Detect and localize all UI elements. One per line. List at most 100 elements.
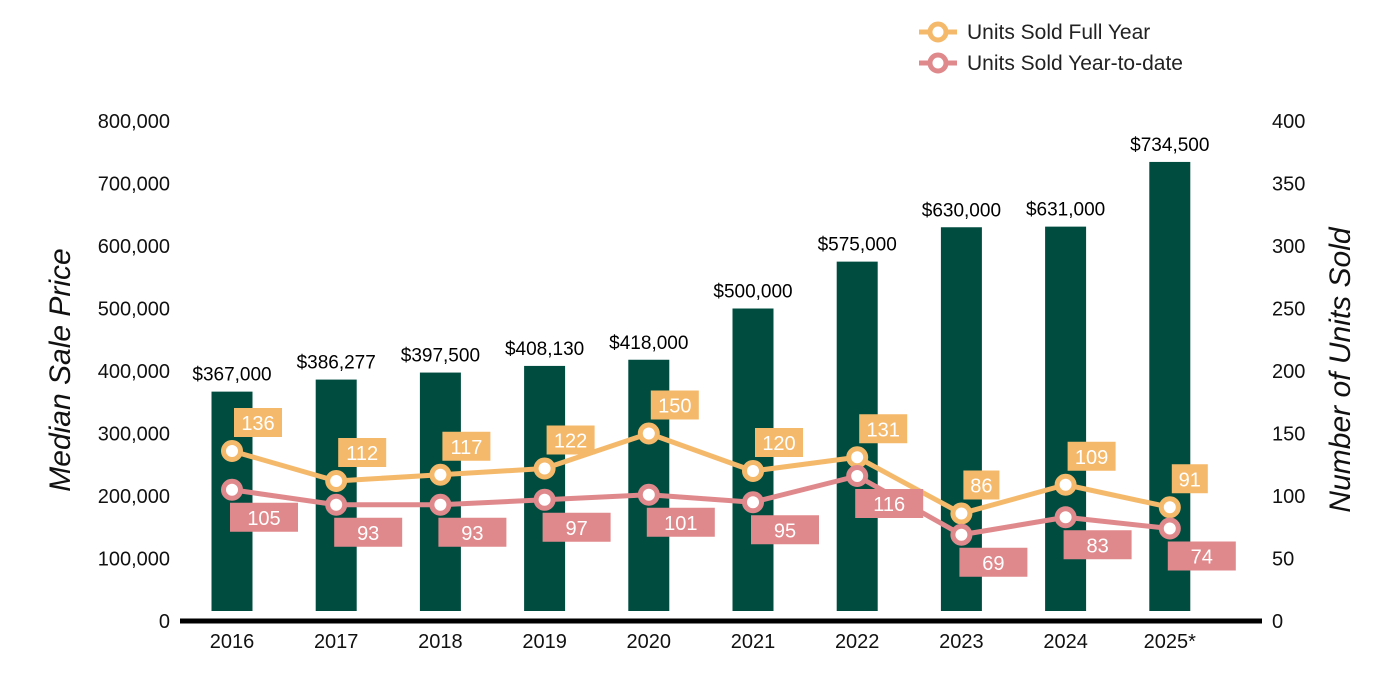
series-label-box [234, 408, 282, 437]
series-label-box [442, 431, 491, 461]
series-label-box [963, 470, 1000, 500]
series-data-label: 116 [873, 494, 905, 516]
legend-label-full-year: Units Sold Full Year [967, 21, 1150, 44]
series-label-box [338, 438, 387, 467]
series-point [1054, 473, 1077, 496]
bar [419, 372, 461, 611]
right-axis-title: Number of Units Sold [1324, 226, 1357, 512]
left-ticks-layer: 0 100,000 200,000 300,000 400,000 500,000 600,… [98, 111, 170, 633]
points-layer [221, 422, 1181, 546]
series-point [429, 463, 452, 486]
bar [524, 365, 566, 611]
bar [732, 308, 774, 611]
series-point [221, 440, 243, 462]
series-point [533, 457, 556, 480]
series-point [742, 460, 764, 482]
legend: Units Sold Full Year Units Sold Year-to-… [919, 21, 1183, 75]
series-label-box [646, 507, 715, 537]
series-label-box [334, 517, 403, 547]
series-point [846, 465, 869, 487]
series-data-label: 93 [461, 523, 483, 545]
point-labels-layer: 136 112 117 122 150 120 131 86 109 91 105 93 93 97 101… [230, 390, 1236, 577]
series-data-label: 109 [1075, 447, 1108, 469]
x-ticks-layer: 2016 2017 2018 2019 2020 2021 2022 2023 2024 2025… [210, 631, 1196, 653]
y-left-tick-label: 0 [159, 611, 170, 633]
series-data-label: 117 [450, 437, 482, 459]
series-label-box [546, 425, 595, 455]
series-point [1158, 517, 1181, 540]
series-data-label: 69 [982, 553, 1004, 575]
y-right-tick-label: 50 [1272, 549, 1294, 571]
y-left-tick-label: 700,000 [98, 174, 170, 196]
series-data-label: 95 [774, 520, 796, 542]
series-label-box [1171, 464, 1208, 494]
lines-layer [231, 431, 1171, 538]
y-left-tick-label: 300,000 [98, 424, 170, 446]
bar [940, 227, 982, 611]
y-left-tick-label: 400,000 [98, 361, 170, 383]
y-left-tick-label: 200,000 [98, 486, 170, 508]
bar-data-label: $631,000 [1026, 200, 1105, 221]
y-left-tick-label: 600,000 [98, 236, 170, 258]
series-label-box [751, 515, 819, 545]
y-right-tick-label: 250 [1272, 299, 1305, 321]
x-tick-label: 2022 [835, 631, 880, 653]
series-point [742, 491, 764, 514]
series-point [429, 493, 452, 516]
y-right-tick-label: 0 [1272, 611, 1283, 633]
bar-labels-layer: $367,000 $386,277 $397,500 $408,130 $418,000… [192, 135, 1209, 386]
legend-swatch-marker-full-year [927, 21, 949, 43]
series-data-label: 83 [1086, 535, 1108, 557]
series-point [846, 446, 869, 469]
series-data-label: 86 [970, 476, 992, 498]
y-left-tick-label: 800,000 [98, 111, 170, 133]
series-label-box [438, 517, 507, 547]
legend-swatch-marker-ytd [927, 52, 949, 74]
legend-item-ytd: Units Sold Year-to-date [919, 52, 1183, 75]
x-tick-label: 2023 [939, 631, 984, 653]
y-right-tick-label: 200 [1272, 361, 1305, 383]
series-label-box [959, 547, 1028, 577]
right-ticks-layer: 0 50 100 150 200 250 300 350 400 [1272, 111, 1305, 633]
series-point [533, 488, 556, 511]
x-tick-label: 2017 [314, 631, 359, 653]
x-tick-label: 2024 [1043, 631, 1088, 653]
series-data-label: 122 [554, 431, 587, 453]
left-axis-title: Median Sale Price [44, 248, 77, 491]
series-label-box [855, 489, 924, 518]
series-line [231, 473, 1171, 538]
bar-data-label: $397,500 [401, 346, 480, 367]
x-tick-label: 2020 [627, 631, 672, 653]
y-right-tick-label: 350 [1272, 174, 1305, 196]
legend-item-full-year: Units Sold Full Year [919, 21, 1150, 44]
y-left-tick-label: 500,000 [98, 299, 170, 321]
y-right-tick-label: 100 [1272, 486, 1305, 508]
bar-data-label: $500,000 [713, 282, 792, 303]
series-data-label: 74 [1191, 547, 1213, 569]
series-label-box [650, 390, 699, 420]
series-point [221, 478, 243, 501]
series-data-label: 97 [565, 518, 587, 540]
y-right-tick-label: 300 [1272, 236, 1305, 258]
series-point [950, 523, 973, 546]
series-data-label: 101 [664, 513, 697, 535]
series-data-label: 105 [247, 508, 280, 530]
y-right-tick-label: 150 [1272, 424, 1305, 446]
series-data-label: 131 [867, 419, 900, 441]
bar-data-label: $630,000 [922, 200, 1001, 221]
x-tick-label: 2018 [418, 631, 463, 653]
y-right-tick-label: 400 [1272, 111, 1305, 133]
series-data-label: 136 [241, 413, 274, 435]
series-label-box [755, 428, 803, 457]
series-point [325, 470, 348, 492]
series-label-box [542, 512, 611, 542]
y-left-tick-label: 100,000 [98, 549, 170, 571]
bar-data-label: $418,000 [609, 333, 688, 354]
series-data-label: 91 [1179, 469, 1201, 491]
series-data-label: 112 [346, 443, 378, 465]
series-point [637, 422, 660, 445]
x-tick-label: 2016 [210, 631, 255, 653]
x-tick-label: 2025* [1144, 631, 1196, 653]
series-point [637, 483, 660, 506]
